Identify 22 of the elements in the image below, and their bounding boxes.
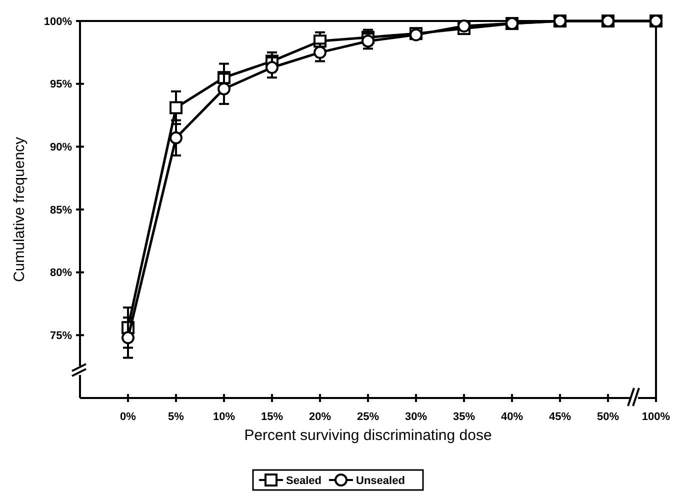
y-tick-label: 75% — [50, 330, 72, 342]
x-tick-label: 50% — [596, 411, 620, 423]
x-tick-label: 15% — [260, 411, 284, 423]
y-axis-title: Cumulative frequency — [11, 136, 28, 282]
x-tick-label: 45% — [548, 411, 572, 423]
y-tick-label: 100% — [44, 16, 72, 28]
y-tick-label: 95% — [50, 78, 72, 91]
y-tick-label: 80% — [50, 267, 72, 280]
legend-label: Unsealed — [356, 474, 405, 487]
y-tick-label: 90% — [50, 142, 72, 154]
x-tick-label: 100% — [642, 411, 670, 423]
x-tick-label: 35% — [452, 411, 476, 423]
x-tick-label: 20% — [308, 411, 332, 423]
x-tick-label: 10% — [212, 411, 236, 423]
x-tick-label: 0% — [120, 411, 136, 423]
y-tick-label: 85% — [50, 204, 72, 216]
x-tick-label: 25% — [356, 411, 380, 423]
x-tick-label: 5% — [168, 411, 184, 423]
x-axis-title: Percent surviving discriminating dose — [244, 427, 492, 444]
x-tick-label: 30% — [404, 411, 428, 423]
legend-label: Sealed — [286, 474, 322, 487]
x-tick-label: 40% — [500, 411, 524, 423]
